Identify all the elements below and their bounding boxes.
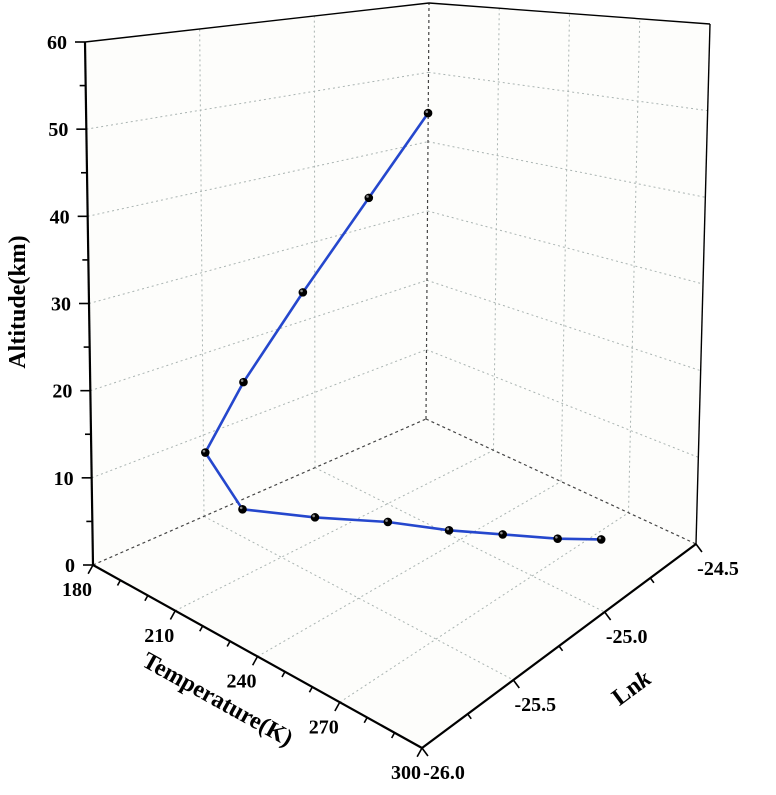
axis-tick-labels: 0 10 20 30 40 50 60 180 210 240 270 300 -26.0 -25.5 -2… (47, 32, 739, 784)
wall (426, 3, 710, 544)
hidden-edge (92, 418, 427, 566)
data-point-marker (239, 377, 248, 387)
x-axis-minor-tick (226, 640, 231, 647)
x-axis-tick (169, 610, 176, 620)
z-axis-tick-label: 50 (48, 119, 68, 141)
z-axis-title: Altitude(km) (5, 235, 31, 368)
gridline (314, 467, 605, 613)
x-axis-minor-tick (144, 595, 149, 602)
x-axis-tick-label: 270 (309, 716, 339, 738)
y-axis-title: Lnk (607, 666, 656, 712)
x-axis-tick (416, 747, 423, 758)
wall (85, 3, 429, 565)
x-axis-tick-label: 180 (62, 579, 92, 601)
y-axis-minor-tick (467, 713, 472, 720)
data-point-marker-highlight (202, 449, 206, 453)
y-axis-tick (421, 747, 429, 757)
axis-ticks (75, 41, 703, 758)
data-series-line (204, 111, 603, 541)
data-point-marker-highlight (446, 527, 450, 531)
gridline (257, 481, 562, 657)
x-axis-minor-tick (116, 579, 122, 586)
gridline (199, 28, 205, 517)
frame-edge (695, 23, 711, 545)
frame-edge (84, 2, 430, 43)
gridline (493, 8, 500, 451)
x-axis-tick (334, 701, 341, 712)
x-axis-tick-label: 300 (391, 762, 421, 784)
x-axis-minor-tick (308, 686, 314, 693)
data-point-marker-highlight (239, 506, 243, 510)
x-axis-tick (251, 656, 259, 666)
y-axis-tick (695, 543, 703, 553)
gridline (90, 279, 428, 392)
x-axis-minor-tick (281, 671, 286, 678)
wall (93, 419, 696, 748)
y-axis-tick-label: -26.0 (423, 762, 465, 784)
series-polyline (204, 111, 603, 541)
z-axis-tick-label: 0 (65, 555, 75, 577)
y-axis-tick-label: -25.5 (514, 694, 556, 716)
y-axis-tick (512, 679, 520, 689)
gridline (427, 141, 706, 198)
data-point-marker (364, 193, 374, 203)
z-axis-tick-label: 10 (54, 468, 74, 490)
data-point-marker (596, 535, 606, 544)
gridline (313, 15, 316, 468)
y-axis-tick (604, 611, 612, 621)
data-point-marker-highlight (555, 535, 558, 539)
gridline (426, 349, 699, 458)
data-point-marker (310, 513, 320, 522)
z-axis-tick-label: 20 (52, 381, 72, 403)
data-series-markers (200, 108, 606, 544)
data-point-marker-highlight (300, 289, 303, 293)
x-axis-minor-tick (390, 732, 396, 739)
data-point-marker-highlight (598, 536, 602, 540)
data-point-marker (298, 288, 308, 297)
gridline (87, 141, 429, 217)
x-axis-tick-label: 210 (144, 625, 174, 647)
plot-gridlines (86, 8, 708, 703)
gridline (628, 18, 641, 513)
x-axis-minor-tick (363, 717, 368, 724)
x-axis-tick-label: 240 (227, 671, 257, 693)
data-point-marker (498, 530, 507, 539)
y-axis-tick-label: -25.0 (606, 626, 648, 648)
data-point-marker (200, 448, 210, 457)
data-point-marker (383, 517, 393, 527)
data-point-marker-highlight (425, 110, 429, 113)
plot-walls (85, 3, 710, 748)
y-axis-minor-tick (558, 645, 564, 652)
gridline (560, 13, 570, 482)
hidden-box-edges (92, 2, 697, 566)
z-axis-tick-label: 40 (50, 206, 70, 228)
y-axis-tick-label: -24.5 (697, 558, 739, 580)
gridline (203, 515, 514, 681)
z-axis-tick-label: 60 (47, 32, 67, 54)
data-point-marker (553, 534, 562, 543)
x-axis-tick (87, 564, 94, 575)
data-point-marker-highlight (500, 531, 503, 535)
z-axis-tick-label: 30 (51, 294, 71, 316)
data-point-marker (444, 526, 454, 535)
x-axis-minor-tick (199, 625, 204, 632)
data-point-marker-highlight (312, 514, 315, 518)
data-point-marker (238, 505, 247, 514)
data-point-marker-highlight (240, 379, 244, 383)
gridline (426, 279, 701, 372)
hidden-edge (425, 418, 697, 545)
data-point-marker-highlight (366, 195, 369, 198)
frame-edge (428, 2, 711, 25)
y-axis-minor-tick (649, 577, 655, 584)
data-point-marker-highlight (385, 519, 388, 522)
data-point-marker (423, 108, 433, 118)
gridline (88, 210, 428, 304)
